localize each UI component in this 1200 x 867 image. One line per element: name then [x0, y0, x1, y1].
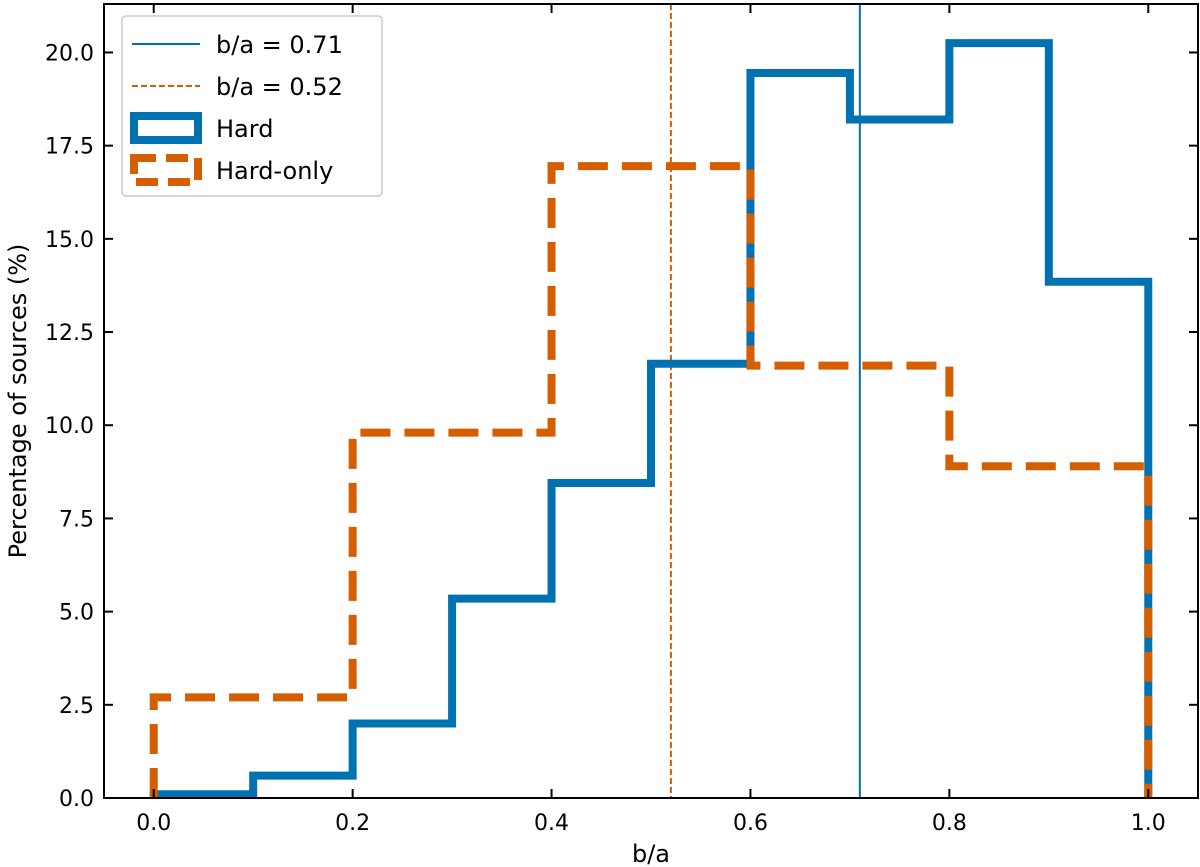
- y-tick-label: 5.0: [59, 601, 94, 626]
- x-tick-label: 0.2: [335, 811, 370, 836]
- histogram-step-hard-only: [149, 162, 1153, 798]
- legend-box: [121, 15, 383, 197]
- legend-label-hard-only: Hard-only: [216, 157, 333, 185]
- y-tick-label: 2.5: [59, 694, 94, 719]
- legend-sample-hard: [130, 112, 202, 144]
- ticks-layer: 0.0 0.2 0.4 0.6 0.8 1.0 0.0 2.5 5.0 7.5 10.0 12.5 15…: [45, 4, 1198, 836]
- y-tick-label: 7.5: [59, 507, 94, 532]
- y-tick-label: 10.0: [45, 414, 94, 439]
- legend-label-vline-0.52: b/a = 0.52: [216, 73, 343, 101]
- x-tick-label: 0.4: [534, 811, 569, 836]
- bin-hard-only-0: [154, 697, 353, 798]
- bin-hard-only-1: [353, 433, 552, 798]
- y-tick-label: 0.0: [59, 787, 94, 812]
- y-axis-label: Percentage of sources (%): [4, 244, 32, 559]
- x-tick-label: 0.6: [733, 811, 768, 836]
- bin-hard-only-2: [552, 166, 751, 798]
- y-tick-label: 20.0: [45, 41, 94, 66]
- x-axis-label: b/a: [632, 840, 670, 867]
- y-tick-label: 17.5: [45, 135, 94, 160]
- x-tick-label: 0.0: [136, 811, 171, 836]
- legend: b/a = 0.71 b/a = 0.52 Hard Hard-only: [121, 15, 383, 197]
- x-tick-label: 0.8: [932, 811, 967, 836]
- legend-label-hard: Hard: [216, 115, 273, 143]
- plot-layer: [149, 4, 1153, 799]
- x-tick-label: 1.0: [1131, 811, 1166, 836]
- histogram-step-hard: [149, 39, 1153, 799]
- y-tick-label: 12.5: [45, 321, 94, 346]
- bin-hard-only-3: [750, 366, 949, 798]
- legend-label-vline-0.71: b/a = 0.71: [216, 31, 343, 59]
- bin-hard-only-4: [949, 466, 1148, 798]
- y-tick-label: 15.0: [45, 228, 94, 253]
- legend-sample-hard-only: [130, 154, 202, 186]
- plot-frame: [103, 3, 1199, 799]
